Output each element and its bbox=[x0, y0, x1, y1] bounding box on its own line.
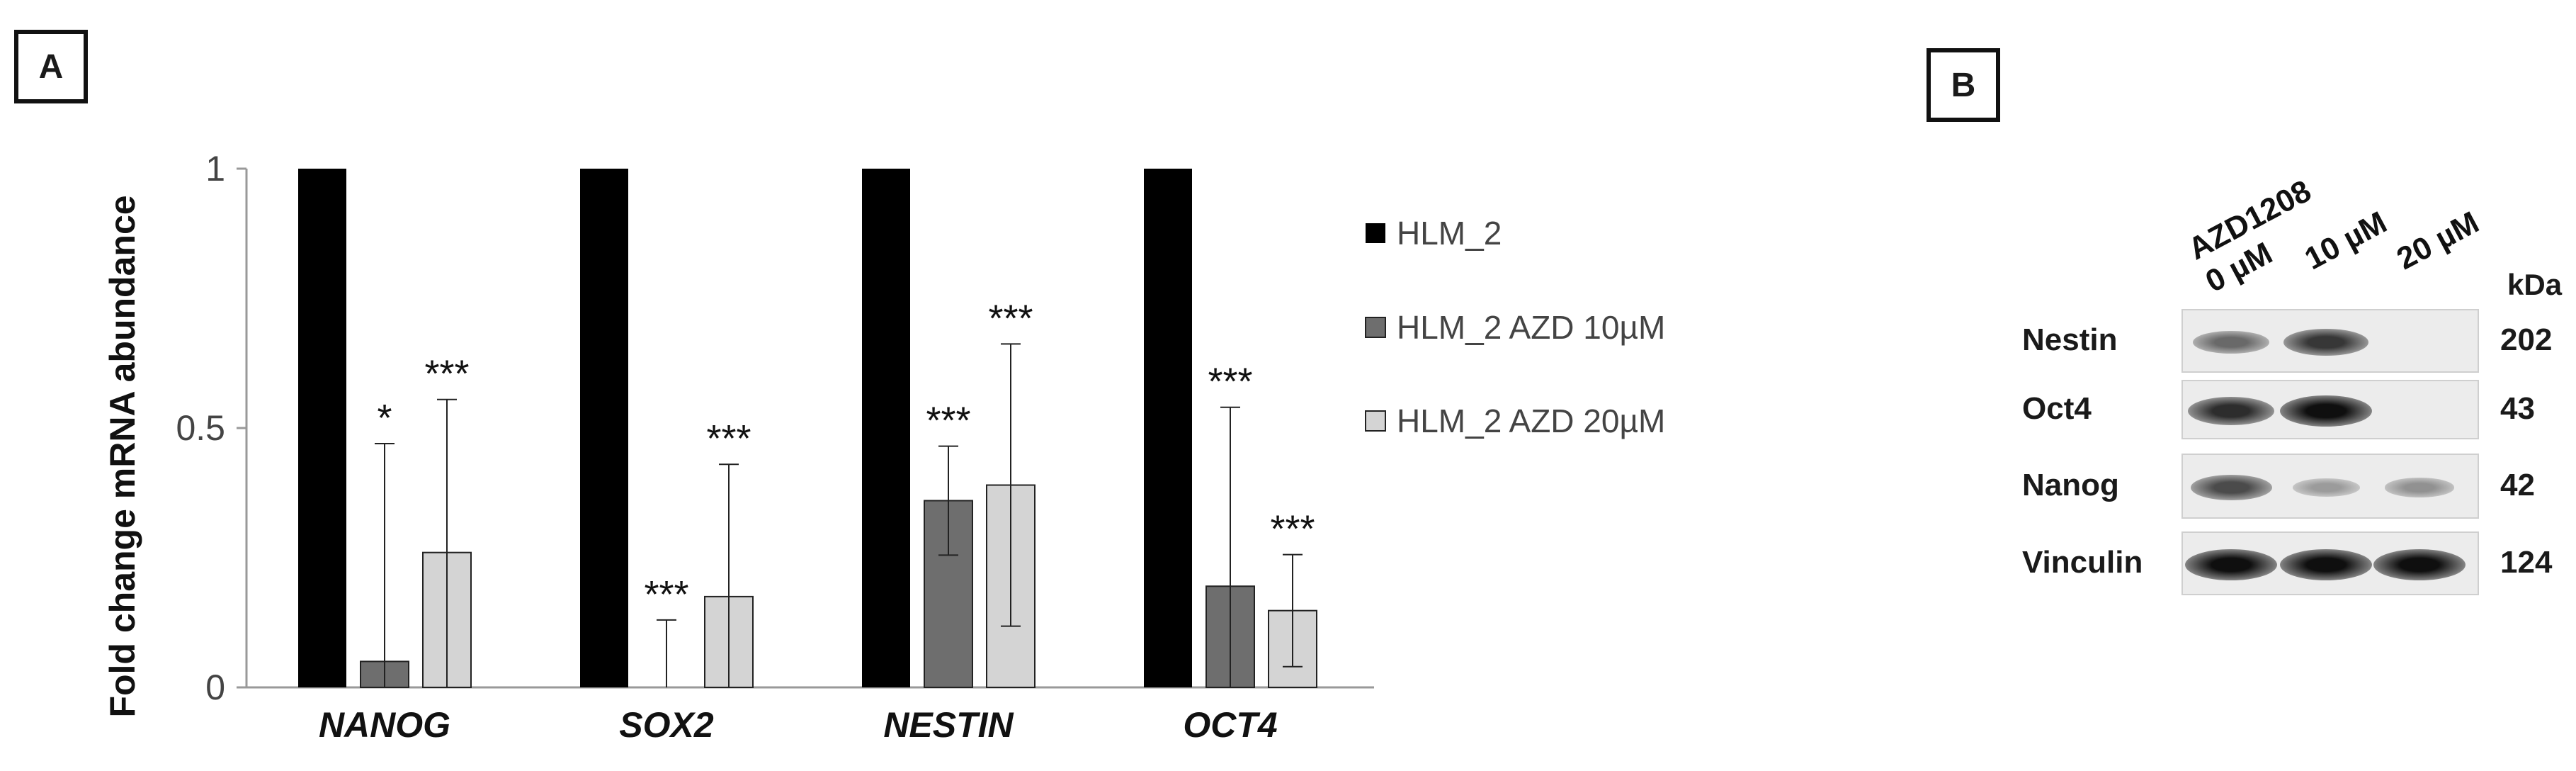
panel-b-label: B bbox=[1927, 48, 2000, 122]
category-label: NANOG bbox=[319, 705, 450, 745]
y-axis-label: Fold change mRNA abundance bbox=[103, 195, 142, 717]
legend-swatch bbox=[1365, 317, 1386, 338]
significance-label: *** bbox=[926, 400, 970, 442]
category-label: NESTIN bbox=[883, 705, 1014, 745]
category-label: OCT4 bbox=[1183, 705, 1277, 745]
y-tick-label: 0.5 bbox=[176, 408, 225, 448]
significance-label: *** bbox=[706, 417, 751, 460]
legend-label: HLM_2 AZD 20µM bbox=[1397, 403, 1665, 439]
significance-label: *** bbox=[988, 297, 1033, 339]
significance-label: *** bbox=[1270, 508, 1315, 551]
legend-label: HLM_2 bbox=[1397, 215, 1502, 252]
y-tick-label: 1 bbox=[205, 149, 225, 188]
significance-label: *** bbox=[644, 573, 688, 616]
bar bbox=[1144, 169, 1192, 687]
significance-label: * bbox=[377, 397, 392, 439]
legend-label: HLM_2 AZD 10µM bbox=[1397, 309, 1665, 346]
category-label: SOX2 bbox=[619, 705, 714, 745]
bar bbox=[862, 169, 910, 687]
significance-label: *** bbox=[1208, 361, 1252, 403]
legend-swatch bbox=[1366, 223, 1385, 243]
bar bbox=[580, 169, 628, 687]
bar bbox=[298, 169, 346, 687]
panel-a-label: A bbox=[14, 30, 88, 103]
significance-label: *** bbox=[424, 353, 469, 395]
y-tick-label: 0 bbox=[205, 668, 225, 707]
legend-swatch bbox=[1365, 410, 1386, 432]
